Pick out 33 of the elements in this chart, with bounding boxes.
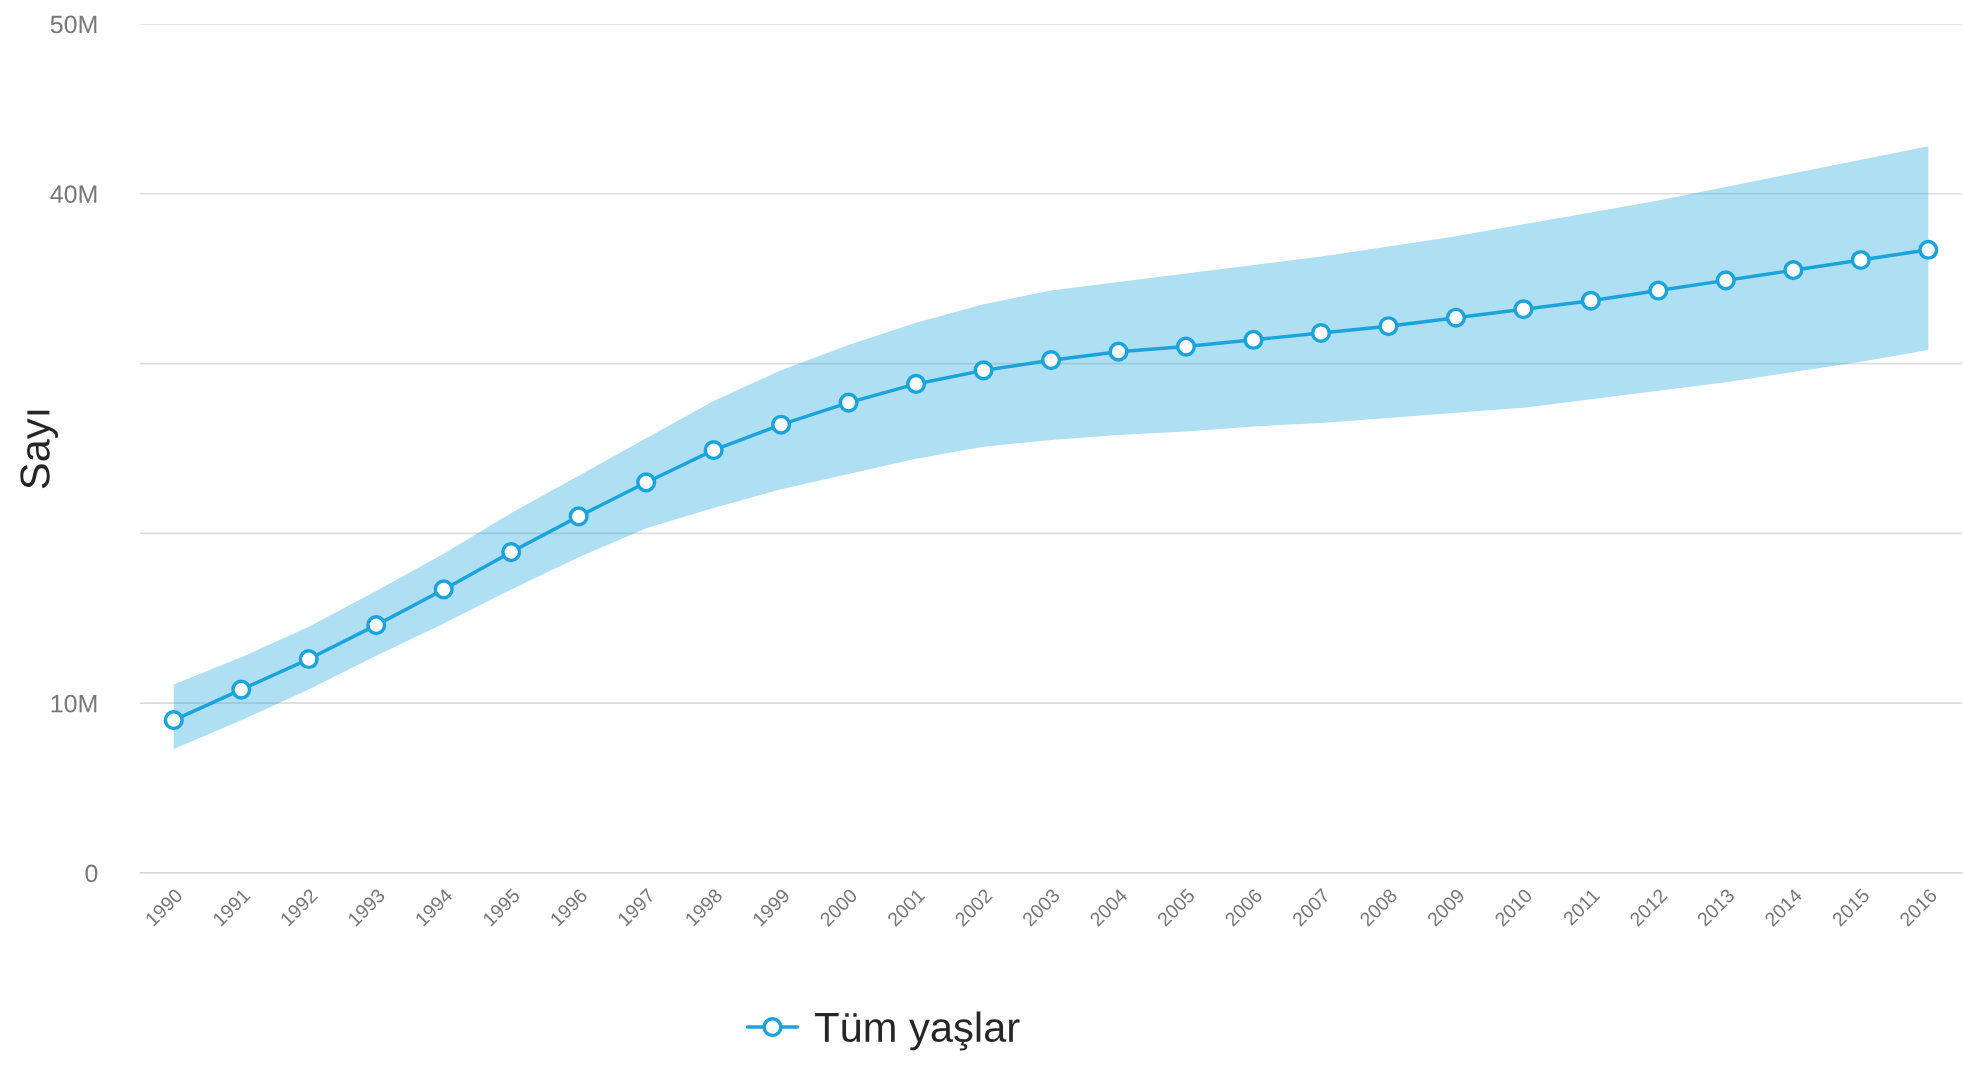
point xyxy=(433,579,454,600)
point xyxy=(1580,290,1601,311)
y-tick-label: 50M xyxy=(50,15,97,34)
point xyxy=(1243,329,1264,350)
point xyxy=(1040,350,1062,371)
point xyxy=(1108,341,1129,362)
y-tick-label: 40M xyxy=(50,185,97,204)
point xyxy=(501,541,522,563)
point xyxy=(1783,260,1804,281)
point xyxy=(771,414,792,435)
point xyxy=(366,615,387,636)
point xyxy=(231,679,252,700)
point xyxy=(1715,270,1736,291)
point xyxy=(1513,299,1534,320)
point xyxy=(1175,336,1197,357)
point xyxy=(1648,280,1669,301)
y-tick-label: 10M xyxy=(51,694,97,713)
point xyxy=(973,360,994,381)
point xyxy=(1850,249,1871,271)
legend-label: Tüm yaşlar xyxy=(815,1011,1020,1051)
point xyxy=(636,472,657,493)
point xyxy=(163,710,184,731)
point xyxy=(1378,316,1399,337)
y-tick-label: 0 xyxy=(85,864,98,883)
point xyxy=(298,648,319,670)
y-axis-title: Sayı xyxy=(20,410,59,489)
point xyxy=(703,440,724,461)
point xyxy=(1918,239,1939,260)
point xyxy=(1310,322,1332,344)
point xyxy=(568,506,589,527)
point xyxy=(1445,307,1466,328)
point xyxy=(838,392,859,413)
point xyxy=(906,373,927,395)
